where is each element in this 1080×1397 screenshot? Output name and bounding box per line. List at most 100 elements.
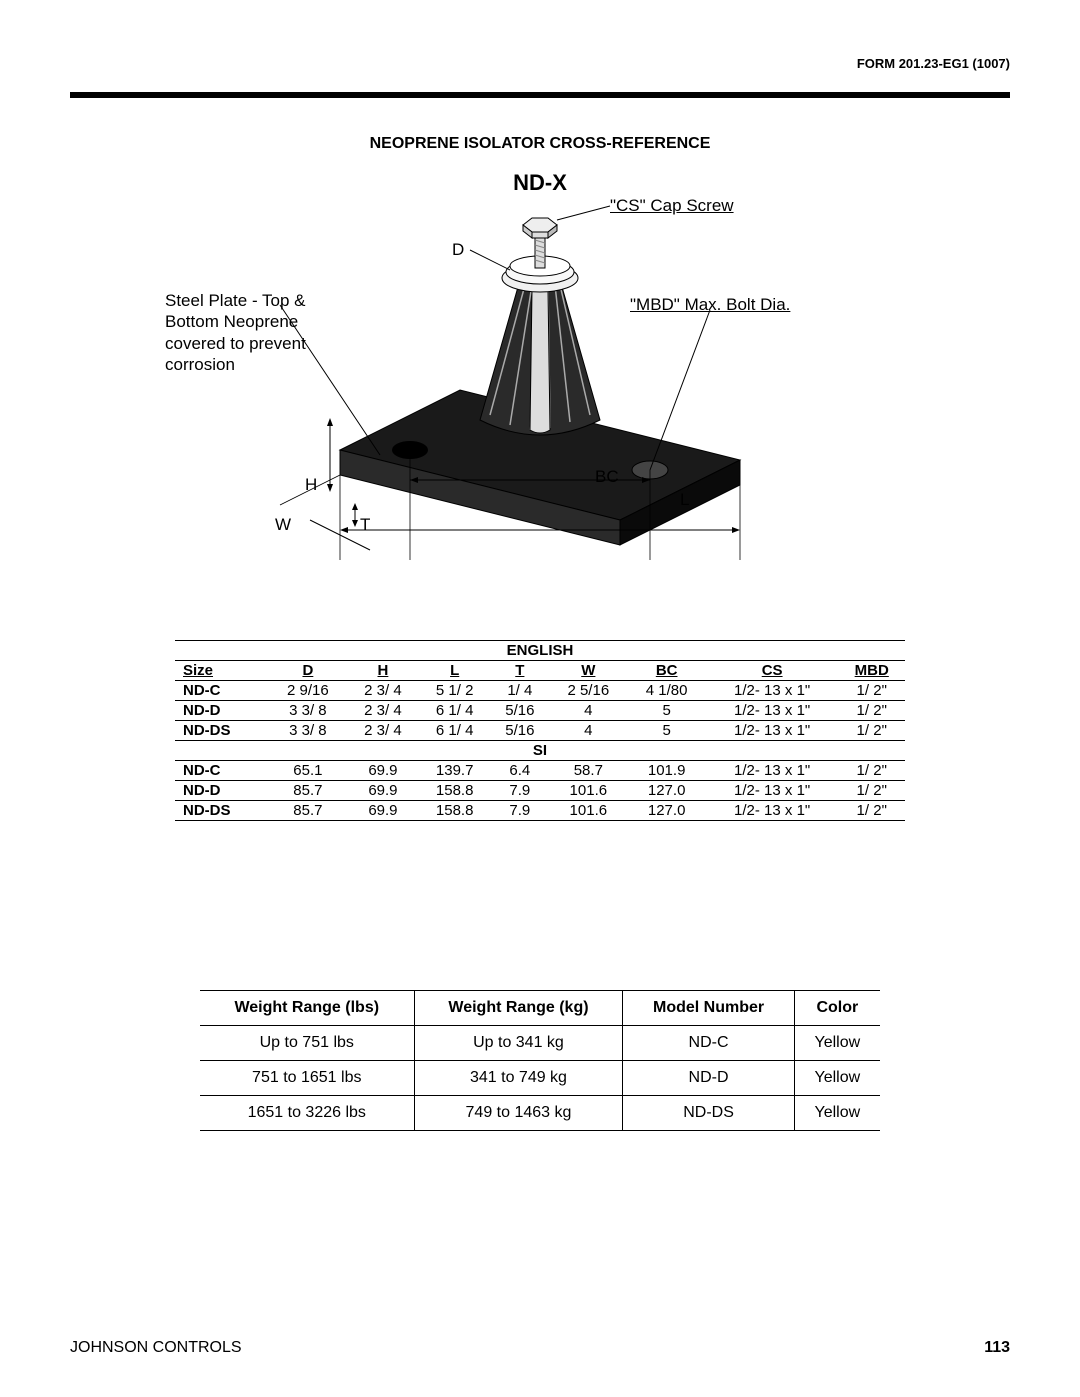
- c: 4 1/80: [627, 681, 705, 701]
- c: 1/2- 13 x 1": [706, 721, 839, 741]
- c: 6 1/ 4: [419, 701, 491, 721]
- c: Up to 751 lbs: [200, 1026, 414, 1061]
- c: 101.6: [549, 801, 627, 821]
- label-bc: BC: [595, 467, 619, 487]
- table-row: ND-D 85.7 69.9 158.8 7.9 101.6 127.0 1/2…: [175, 781, 905, 801]
- wt-h1: Weight Range (lbs): [200, 991, 414, 1026]
- isolator-svg: [180, 190, 900, 570]
- c: 1/2- 13 x 1": [706, 781, 839, 801]
- c: 1/2- 13 x 1": [706, 681, 839, 701]
- col-cs: CS: [706, 661, 839, 681]
- weight-table: Weight Range (lbs) Weight Range (kg) Mod…: [200, 990, 880, 1131]
- english-header: ENGLISH: [175, 641, 905, 661]
- c: 5: [627, 701, 705, 721]
- label-t: T: [360, 515, 370, 535]
- steel2: Bottom Neoprene: [165, 312, 298, 331]
- c: 4: [549, 701, 627, 721]
- form-id: FORM 201.23-EG1 (1007): [857, 56, 1010, 71]
- col-h: H: [347, 661, 419, 681]
- c: ND-DS: [175, 721, 269, 741]
- c: 6 1/ 4: [419, 721, 491, 741]
- c: Yellow: [794, 1096, 880, 1131]
- c: 5 1/ 2: [419, 681, 491, 701]
- steel1: Steel Plate - Top &: [165, 291, 306, 310]
- table-row: ND-C 65.1 69.9 139.7 6.4 58.7 101.9 1/2-…: [175, 761, 905, 781]
- c: 1/ 2": [838, 801, 905, 821]
- c: 158.8: [419, 801, 491, 821]
- c: 2 9/16: [269, 681, 347, 701]
- table-row: 751 to 1651 lbs 341 to 749 kg ND-D Yello…: [200, 1061, 880, 1096]
- label-h: H: [305, 475, 317, 495]
- label-steel-plate: Steel Plate - Top & Bottom Neoprene cove…: [165, 290, 365, 375]
- c: 1651 to 3226 lbs: [200, 1096, 414, 1131]
- c: 127.0: [627, 781, 705, 801]
- c: 1/ 2": [838, 701, 905, 721]
- c: 2 3/ 4: [347, 721, 419, 741]
- c: 65.1: [269, 761, 347, 781]
- isolator-diagram: "CS" Cap Screw D Steel Plate - Top & Bot…: [180, 190, 900, 570]
- col-w: W: [549, 661, 627, 681]
- label-l: L: [680, 490, 689, 510]
- c: 5/16: [491, 701, 550, 721]
- c: 1/2- 13 x 1": [706, 761, 839, 781]
- c: 5/16: [491, 721, 550, 741]
- c: 69.9: [347, 801, 419, 821]
- c: 1/2- 13 x 1": [706, 801, 839, 821]
- col-mbd: MBD: [838, 661, 905, 681]
- c: 69.9: [347, 781, 419, 801]
- table-row: ND-D 3 3/ 8 2 3/ 4 6 1/ 4 5/16 4 5 1/2- …: [175, 701, 905, 721]
- c: 69.9: [347, 761, 419, 781]
- c: 2 5/16: [549, 681, 627, 701]
- c: ND-D: [175, 701, 269, 721]
- c: 1/ 2": [838, 761, 905, 781]
- steel3: covered to prevent: [165, 334, 306, 353]
- c: 2 3/ 4: [347, 701, 419, 721]
- c: 7.9: [491, 781, 550, 801]
- wt-h4: Color: [794, 991, 880, 1026]
- col-size: Size: [175, 661, 269, 681]
- c: ND-C: [175, 681, 269, 701]
- label-d: D: [452, 240, 464, 260]
- footer-company: JOHNSON CONTROLS: [70, 1339, 242, 1357]
- c: 5: [627, 721, 705, 741]
- footer-page: 113: [984, 1339, 1010, 1357]
- c: 58.7: [549, 761, 627, 781]
- c: ND-DS: [623, 1096, 794, 1131]
- c: 341 to 749 kg: [414, 1061, 623, 1096]
- table-row: ND-DS 3 3/ 8 2 3/ 4 6 1/ 4 5/16 4 5 1/2-…: [175, 721, 905, 741]
- c: 6.4: [491, 761, 550, 781]
- c: 85.7: [269, 801, 347, 821]
- wt-header-row: Weight Range (lbs) Weight Range (kg) Mod…: [200, 991, 880, 1026]
- table-row: Up to 751 lbs Up to 341 kg ND-C Yellow: [200, 1026, 880, 1061]
- c: Yellow: [794, 1026, 880, 1061]
- c: 1/2- 13 x 1": [706, 701, 839, 721]
- c: ND-C: [175, 761, 269, 781]
- c: ND-C: [623, 1026, 794, 1061]
- c: 139.7: [419, 761, 491, 781]
- c: 127.0: [627, 801, 705, 821]
- c: 101.9: [627, 761, 705, 781]
- col-bc: BC: [627, 661, 705, 681]
- table-row: ND-DS 85.7 69.9 158.8 7.9 101.6 127.0 1/…: [175, 801, 905, 821]
- col-l: L: [419, 661, 491, 681]
- c: 7.9: [491, 801, 550, 821]
- section-title: NEOPRENE ISOLATOR CROSS-REFERENCE: [0, 135, 1080, 153]
- c: 1/ 4: [491, 681, 550, 701]
- col-d: D: [269, 661, 347, 681]
- wt-h2: Weight Range (kg): [414, 991, 623, 1026]
- c: 751 to 1651 lbs: [200, 1061, 414, 1096]
- si-header: SI: [175, 741, 905, 761]
- rule: [70, 92, 1010, 98]
- c: 1/ 2": [838, 781, 905, 801]
- c: 749 to 1463 kg: [414, 1096, 623, 1131]
- c: 3 3/ 8: [269, 721, 347, 741]
- c: ND-D: [623, 1061, 794, 1096]
- label-mbd: "MBD" Max. Bolt Dia.: [630, 295, 790, 315]
- dim-cols: Size D H L T W BC CS MBD: [175, 661, 905, 681]
- c: 158.8: [419, 781, 491, 801]
- c: 1/ 2": [838, 681, 905, 701]
- table-row: ND-C 2 9/16 2 3/ 4 5 1/ 2 1/ 4 2 5/16 4 …: [175, 681, 905, 701]
- c: 101.6: [549, 781, 627, 801]
- c: 2 3/ 4: [347, 681, 419, 701]
- c: ND-DS: [175, 801, 269, 821]
